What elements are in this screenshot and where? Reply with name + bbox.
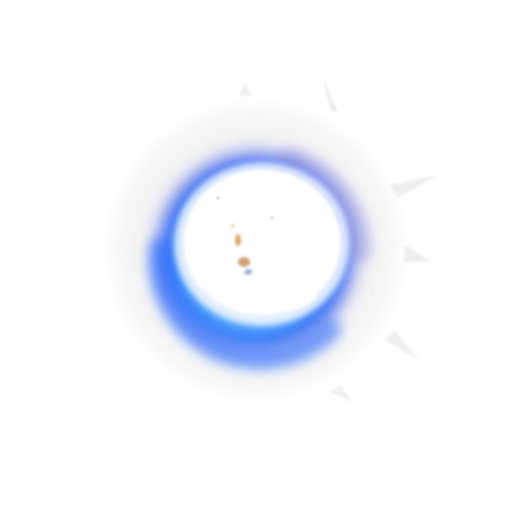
- orb-core: [174, 162, 350, 326]
- core-specks: [216, 196, 274, 275]
